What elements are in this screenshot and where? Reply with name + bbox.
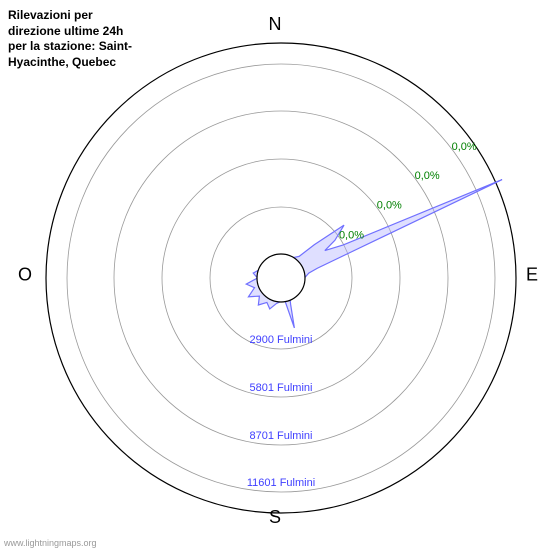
ring-count-label: 8701 Fulmini [250, 430, 313, 442]
ring-percent-label: 0,0% [452, 141, 477, 153]
cardinal-west: O [18, 265, 32, 286]
footer-text: www.lightningmaps.org [4, 538, 97, 548]
ring-percent-label: 0,0% [377, 200, 402, 212]
cardinal-east: E [526, 265, 538, 286]
polar-chart-svg: 0,0% 2900 Fulmini 0,0% 5801 Fulmini 0,0% 8701… [0, 0, 550, 550]
ring-percent-label: 0,0% [339, 229, 364, 241]
cardinal-south: S [269, 507, 281, 528]
cardinal-north: N [269, 14, 282, 35]
ring-count-label: 11601 Fulmini [247, 477, 315, 489]
ring-count-label: 5801 Fulmini [250, 382, 313, 394]
ring-percent-label: 0,0% [415, 170, 440, 182]
ring-count-label: 2900 Fulmini [250, 334, 313, 346]
polar-chart-container: Rilevazioni per direzione ultime 24h per… [0, 0, 550, 550]
